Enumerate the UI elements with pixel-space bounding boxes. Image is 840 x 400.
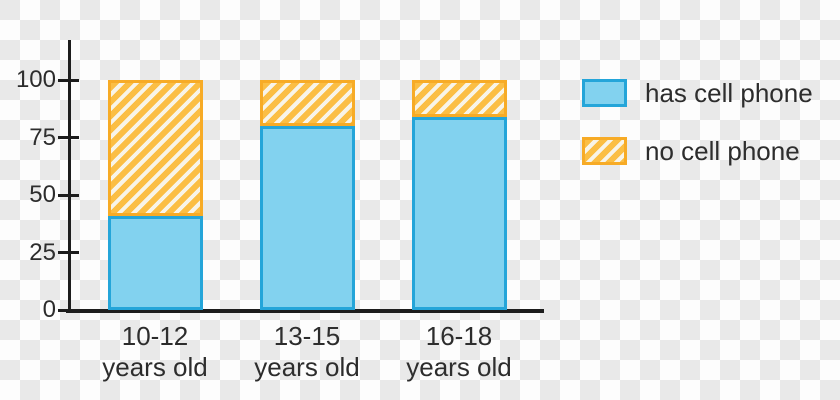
segment-has-cell-phone <box>107 215 203 310</box>
x-axis-line <box>66 309 544 313</box>
y-axis-tick <box>58 308 79 312</box>
bar-13-15 <box>259 80 355 310</box>
y-axis-tick <box>58 193 79 197</box>
legend-label-has-cell-phone: has cell phone <box>645 78 813 108</box>
y-axis-tick-label: 25 <box>29 238 56 266</box>
segment-no-cell-phone <box>411 80 507 117</box>
x-axis-label: 10-12 years old <box>102 321 208 382</box>
y-axis-tick <box>58 78 79 82</box>
legend-label-no-cell-phone: no cell phone <box>645 136 800 166</box>
legend-swatch-solid-blue <box>582 79 627 107</box>
legend-swatch-hatched-yellow <box>582 137 627 165</box>
y-axis-tick-label: 50 <box>29 181 56 208</box>
y-axis-tick <box>58 251 79 254</box>
x-axis-label: 13-15 years old <box>254 321 360 382</box>
chart-legend: has cell phone no cell phone <box>582 79 813 165</box>
segment-no-cell-phone <box>259 80 355 126</box>
legend-item-no-cell-phone: no cell phone <box>582 137 813 165</box>
segment-no-cell-phone <box>107 80 203 216</box>
x-axis-label: 16-18 years old <box>406 321 512 382</box>
bar-16-18 <box>411 80 507 310</box>
y-axis-tick-label: 100 <box>15 66 56 93</box>
legend-item-has-cell-phone: has cell phone <box>582 79 813 107</box>
bar-10-12 <box>107 80 203 310</box>
y-axis-tick-label: 75 <box>29 123 56 151</box>
y-axis-line <box>68 40 71 313</box>
y-axis-tick-label: 0 <box>42 296 56 323</box>
segment-has-cell-phone <box>411 116 507 310</box>
segment-has-cell-phone <box>259 126 355 310</box>
y-axis-tick <box>58 136 79 139</box>
